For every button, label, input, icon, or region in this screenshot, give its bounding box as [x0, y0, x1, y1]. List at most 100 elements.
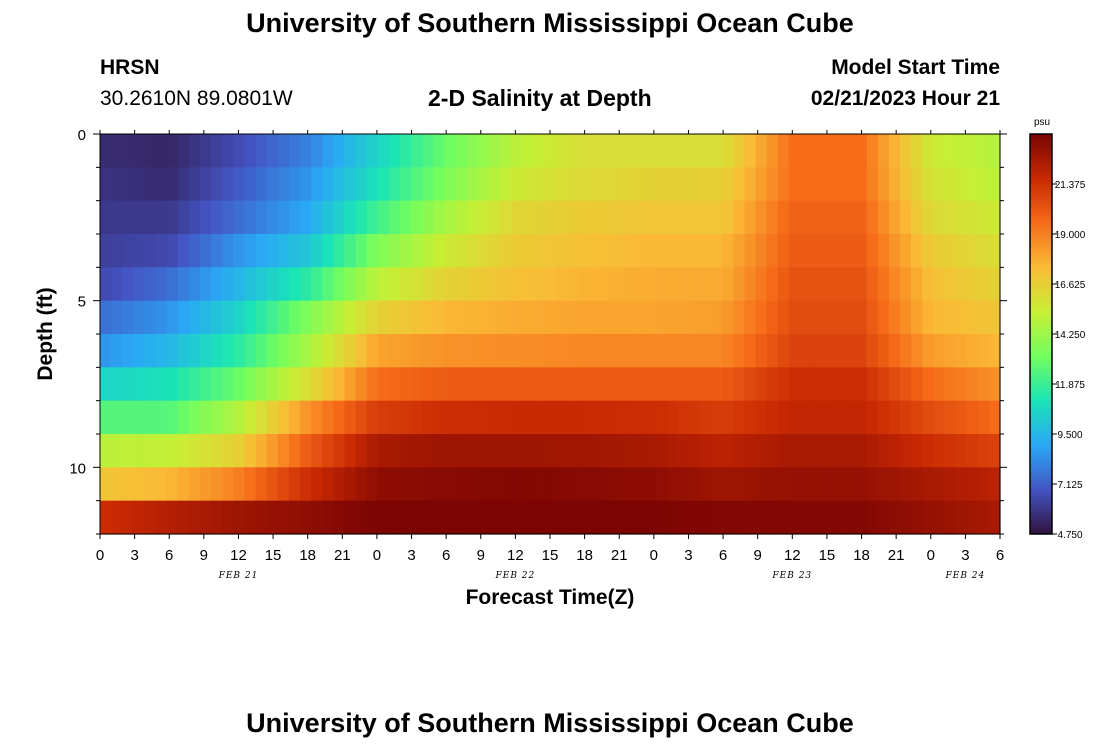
heatmap-cell — [733, 500, 746, 535]
heatmap-cell — [133, 467, 146, 502]
day-label: FEB 24 — [945, 571, 986, 581]
heatmap-cell — [288, 200, 301, 235]
heatmap-cell — [722, 200, 734, 235]
heatmap-cell — [677, 300, 690, 335]
colorbar-tick-label: 9.500 — [1057, 430, 1082, 441]
heatmap-cell — [655, 300, 668, 335]
heatmap-cell — [211, 400, 223, 435]
heatmap-cell — [288, 334, 301, 368]
heatmap-cell — [588, 367, 601, 402]
colorbar-tick-label: 19.000 — [1055, 230, 1086, 241]
heatmap-cell — [577, 267, 590, 302]
heatmap-cell — [266, 300, 279, 335]
heatmap-cell — [211, 300, 223, 335]
heatmap-cell — [288, 467, 301, 502]
heatmap-cell — [588, 300, 601, 335]
heatmap-cell — [133, 367, 146, 402]
heatmap-cell — [288, 367, 301, 402]
heatmap-cell — [733, 200, 746, 235]
heatmap-cell — [822, 267, 834, 302]
heatmap-cell — [155, 234, 168, 268]
heatmap-cell — [433, 134, 446, 168]
heatmap-cell — [133, 234, 146, 268]
heatmap-cell — [288, 434, 301, 468]
heatmap-cell — [200, 500, 212, 535]
heatmap-cell — [466, 134, 479, 168]
heatmap-cell — [188, 134, 201, 168]
heatmap-cell — [100, 434, 112, 468]
heatmap-cell — [611, 267, 623, 302]
heatmap-cell — [777, 367, 790, 402]
heatmap-cell — [511, 334, 523, 368]
heatmap-cell — [544, 200, 557, 235]
heatmap-cell — [988, 234, 1001, 268]
heatmap-cell — [277, 200, 290, 235]
heatmap-cell — [466, 267, 479, 302]
heatmap-cell — [666, 400, 679, 435]
heatmap-cell — [188, 500, 201, 535]
heatmap-cell — [922, 334, 934, 368]
heatmap-cell — [533, 467, 546, 502]
heatmap-cell — [822, 334, 834, 368]
heatmap-cell — [400, 267, 412, 302]
heatmap-cell — [444, 400, 457, 435]
heatmap-cell — [700, 134, 712, 168]
heatmap-cell — [288, 134, 301, 168]
heatmap-cell — [122, 434, 134, 468]
heatmap-cell — [555, 300, 568, 335]
heatmap-cell — [822, 300, 834, 335]
heatmap-cell — [222, 300, 234, 335]
heatmap-cell — [544, 334, 557, 368]
heatmap-cell — [733, 167, 746, 202]
heatmap-cell — [822, 167, 834, 202]
heatmap-cell — [388, 267, 401, 302]
heatmap-cell — [833, 334, 846, 368]
heatmap-cell — [155, 200, 168, 235]
heatmap-cell — [411, 367, 423, 402]
heatmap-cell — [322, 267, 334, 302]
x-tick-label: 6 — [719, 547, 727, 564]
heatmap-cell — [944, 200, 957, 235]
heatmap-cell — [277, 500, 290, 535]
heatmap-cell — [111, 334, 123, 368]
heatmap-cell — [411, 500, 423, 535]
heatmap-cell — [133, 334, 146, 368]
heatmap-cell — [933, 467, 946, 502]
heatmap-cell — [633, 200, 646, 235]
heatmap-cell — [233, 300, 246, 335]
heatmap-cell — [400, 434, 412, 468]
heatmap-cell — [388, 334, 401, 368]
heatmap-cell — [422, 367, 434, 402]
x-tick-label: 3 — [407, 547, 415, 564]
heatmap-cell — [411, 267, 423, 302]
heatmap-cell — [611, 167, 623, 202]
heatmap-cell — [555, 400, 568, 435]
heatmap-cell — [277, 334, 290, 368]
heatmap-cell — [155, 267, 168, 302]
heatmap-cell — [788, 400, 801, 435]
heatmap-cell — [833, 167, 846, 202]
colorbar-gradient — [1029, 133, 1053, 535]
heatmap-cell — [633, 300, 646, 335]
heatmap-cell — [100, 267, 112, 302]
heatmap-cell — [411, 134, 423, 168]
heatmap-cell — [344, 367, 357, 402]
heatmap-cell — [622, 434, 634, 468]
heatmap-cell — [211, 200, 223, 235]
heatmap-cell — [211, 167, 223, 202]
heatmap-cell — [777, 167, 790, 202]
heatmap-cell — [700, 234, 712, 268]
heatmap-cell — [400, 500, 412, 535]
heatmap-cell — [400, 167, 412, 202]
heatmap-cell — [466, 500, 479, 535]
heatmap-cell — [588, 467, 601, 502]
heatmap-cell — [100, 367, 112, 402]
heatmap-cell — [377, 400, 390, 435]
heatmap-cell — [422, 167, 434, 202]
heatmap-cell — [388, 167, 401, 202]
heatmap-cell — [311, 234, 323, 268]
heatmap-cell — [277, 434, 290, 468]
heatmap-cell — [555, 467, 568, 502]
heatmap-cell — [544, 234, 557, 268]
heatmap-cell — [455, 200, 468, 235]
